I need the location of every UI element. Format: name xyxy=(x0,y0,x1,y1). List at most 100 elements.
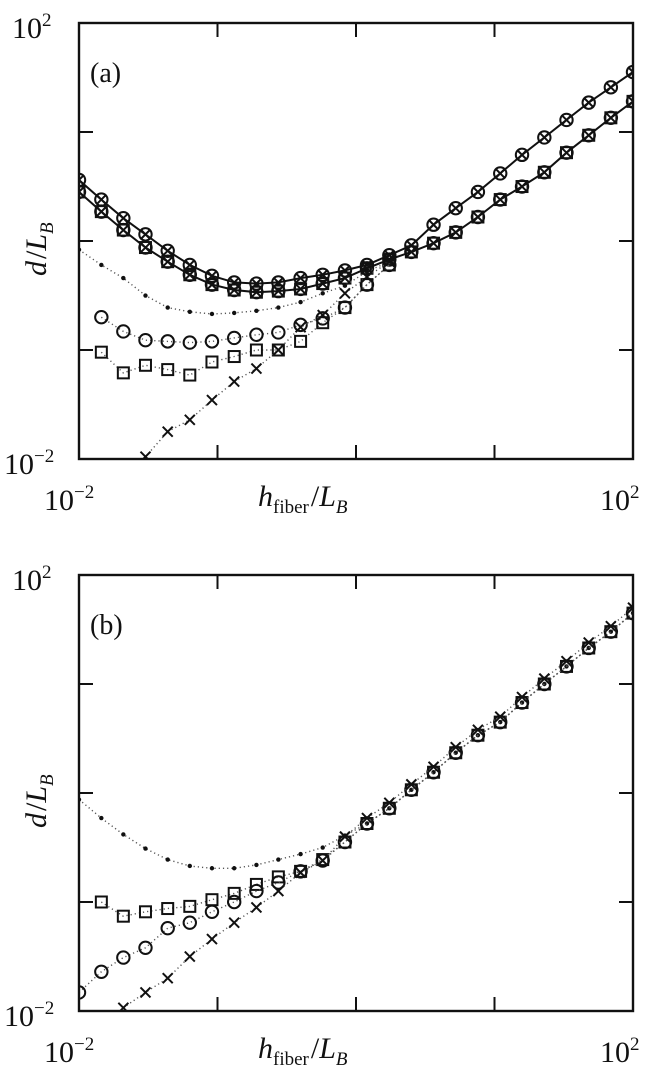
cross-marker xyxy=(494,193,506,206)
square-marker xyxy=(404,245,418,259)
circle-marker xyxy=(94,309,109,325)
dot-marker xyxy=(99,815,104,821)
cross-marker xyxy=(139,228,152,241)
cross-marker xyxy=(583,636,595,649)
square-marker xyxy=(116,909,130,923)
cross-marker xyxy=(139,241,152,254)
x-tick-label-max-a: 102 xyxy=(600,482,640,517)
dot-marker xyxy=(254,308,259,313)
dot-marker xyxy=(187,309,193,315)
dot-marker xyxy=(364,269,370,274)
dot-marker xyxy=(121,832,126,837)
circle-marker xyxy=(160,920,175,936)
square-marker xyxy=(360,261,374,275)
cross-marker xyxy=(206,394,218,406)
circle-marker xyxy=(271,275,286,290)
cross-marker xyxy=(339,272,351,284)
square-marker xyxy=(427,236,441,250)
circle-marker xyxy=(537,130,552,145)
dot-marker xyxy=(99,262,104,268)
cross-marker xyxy=(605,81,617,94)
y-tick-label-max-b: 102 xyxy=(12,562,52,597)
square-marker xyxy=(471,210,485,224)
square-marker xyxy=(316,316,330,330)
square-marker xyxy=(183,368,197,382)
dot-marker xyxy=(231,866,237,871)
y-tick-label-max-a: 102 xyxy=(12,10,52,45)
x-tick-label-min-b: 10−2 xyxy=(44,1034,94,1069)
cross-marker xyxy=(583,96,595,109)
cross-marker xyxy=(95,193,108,206)
cross-marker xyxy=(317,854,329,867)
cross-marker xyxy=(161,425,174,438)
circle-marker xyxy=(182,335,198,350)
square-marker xyxy=(94,345,108,359)
cross-marker xyxy=(560,655,573,667)
square-marker xyxy=(294,282,308,296)
circle-marker xyxy=(204,904,220,920)
cross-marker xyxy=(494,167,506,180)
cross-marker xyxy=(538,166,551,178)
square-marker xyxy=(271,870,285,884)
dot-marker xyxy=(254,862,259,868)
cross-marker xyxy=(427,761,440,773)
square-marker xyxy=(79,185,86,199)
circle-marker xyxy=(581,95,596,110)
circle-marker xyxy=(315,267,330,282)
dot-marker xyxy=(209,311,215,317)
square-marker xyxy=(249,285,263,299)
cross-marker xyxy=(494,711,506,723)
square-marker xyxy=(161,255,175,269)
plot-area-b xyxy=(77,573,635,1013)
y-axis-title-a: d/LB xyxy=(20,222,58,276)
dot-marker xyxy=(165,857,170,862)
plot-area-a xyxy=(77,21,635,461)
cross-marker xyxy=(383,255,396,268)
cross-marker xyxy=(627,95,633,108)
cross-marker xyxy=(427,219,440,231)
cross-marker xyxy=(339,830,351,843)
plot-frame xyxy=(77,21,635,461)
square-marker xyxy=(116,366,130,380)
cross-marker xyxy=(361,812,373,824)
cross-marker xyxy=(294,283,307,295)
cross-marker xyxy=(317,277,329,290)
cross-marker xyxy=(450,226,462,239)
panel-b: (b) 102 10−2 10−2 102 hfiber/LB d/LB xyxy=(4,562,640,1070)
cross-marker xyxy=(294,321,307,333)
cross-marker xyxy=(206,278,218,291)
cross-marker xyxy=(79,174,85,186)
dot-marker xyxy=(143,293,148,298)
circle-marker xyxy=(116,950,131,965)
series-2 xyxy=(79,605,633,1000)
circle-marker xyxy=(426,217,441,232)
dot-marker xyxy=(209,866,215,871)
x-tick-label-min-a: 10−2 xyxy=(44,482,94,517)
square-marker xyxy=(94,895,108,909)
cross-marker xyxy=(516,149,528,161)
dot-marker xyxy=(231,310,237,316)
circle-marker xyxy=(249,327,264,342)
dot-marker xyxy=(320,845,325,850)
cross-marker xyxy=(206,933,218,945)
square-marker xyxy=(537,165,551,179)
circle-marker xyxy=(226,330,242,346)
circle-marker xyxy=(493,166,508,181)
cross-marker xyxy=(250,286,263,298)
circle-marker xyxy=(226,275,242,290)
cross-marker xyxy=(405,246,418,258)
cross-marker xyxy=(405,778,418,791)
circle-marker xyxy=(271,875,286,890)
series-4 xyxy=(94,258,396,382)
dot-marker xyxy=(298,851,303,857)
cross-marker xyxy=(117,212,130,224)
dot-marker xyxy=(387,806,392,811)
cross-marker xyxy=(272,344,285,356)
cross-marker xyxy=(161,972,174,984)
series-5 xyxy=(139,255,396,459)
series-1 xyxy=(94,606,633,923)
circle-marker xyxy=(337,300,353,315)
cross-marker xyxy=(250,901,263,914)
cross-marker xyxy=(450,202,462,214)
